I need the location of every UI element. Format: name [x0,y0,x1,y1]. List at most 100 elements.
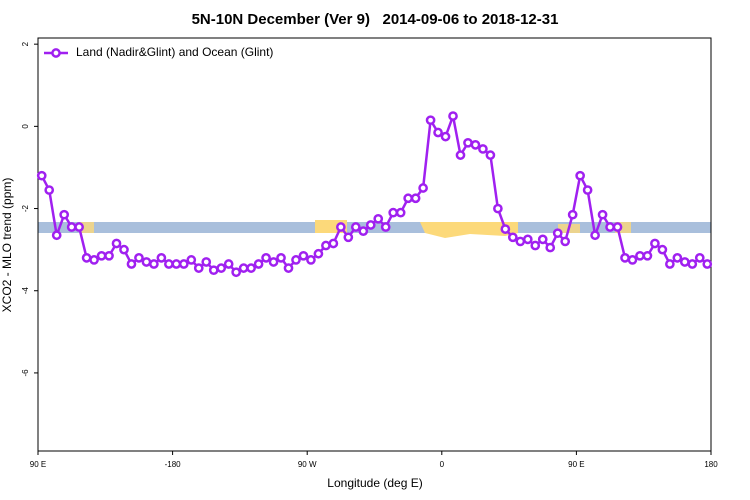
data-point [530,240,541,251]
y-tick-label: -6 [21,369,30,377]
legend-marker [51,48,61,58]
data-point [635,250,645,261]
data-point [156,253,167,263]
data-point [702,259,713,269]
data-point [694,253,705,263]
data-point [545,242,556,253]
plot-frame [37,37,712,452]
data-point [119,244,129,255]
data-point [231,267,242,278]
data-point [463,137,473,148]
y-tick-label: 0 [21,124,30,129]
data-point [567,209,578,220]
x-tick-label: 90 E [568,460,584,469]
data-point [96,250,107,261]
data-point [425,115,436,126]
data-point [193,263,204,273]
data-point [74,222,84,232]
data-point [223,259,234,269]
data-point [44,185,55,195]
data-point [343,232,354,243]
data-point [478,144,488,154]
data-point [51,230,62,241]
data-point [679,257,690,267]
series-line [40,111,709,274]
data-point [321,240,331,251]
data-point [253,259,264,269]
y-tick-label: -2 [21,204,30,212]
data-point [500,224,511,234]
x-tick-label: 180 [704,460,718,469]
y-tick-label: -4 [21,287,30,295]
data-point [627,255,638,265]
data-point [493,203,503,214]
data-point [350,222,361,232]
data-point [261,253,271,263]
data-point [373,213,384,224]
data-point [522,234,533,245]
data-point [665,259,675,269]
data-point [395,207,406,218]
data-point [552,228,563,239]
data-point [201,257,212,267]
data-point [268,257,279,267]
x-axis-label: Longitude (deg E) [327,476,422,490]
data-point [283,263,294,273]
data-point [582,185,593,195]
data-point [455,150,466,160]
data-point [388,207,399,218]
data-point [59,209,70,220]
data-point [418,183,428,193]
data-point [149,259,159,269]
x-tick-label: -180 [165,460,182,469]
data-point [313,248,324,259]
data-point [336,222,346,232]
data-point [164,259,174,269]
data-point [575,170,585,181]
data-point [216,263,227,273]
land-patch [615,222,631,233]
data-point [470,139,481,150]
data-point [291,255,301,265]
data-point [246,263,256,273]
data-point [403,193,413,204]
data-point [560,236,571,247]
data-point [485,150,496,160]
data-point [612,222,623,232]
data-point [433,127,443,138]
data-point [537,234,548,245]
x-tick-label: 0 [440,460,445,469]
data-point [306,255,316,265]
data-point [134,253,144,263]
data-point [36,170,47,181]
data-point [642,250,653,261]
data-point [687,259,698,269]
data-point [672,253,683,263]
data-point [448,111,458,121]
data-point [605,222,615,232]
data-point [590,230,600,241]
data-point [620,253,630,263]
data-point [89,255,99,265]
data-point [171,259,182,269]
data-point [365,220,376,230]
data-point [104,250,114,261]
data-point [650,238,660,249]
data-point [208,265,219,276]
data-point [178,259,189,269]
data-point [410,193,421,204]
data-point [657,244,668,255]
chart-title: 5N-10N December (Ver 9) 2014-09-06 to 20… [192,11,559,28]
x-tick-label: 90 W [298,460,317,469]
data-point [597,209,608,220]
data-point [515,236,526,247]
data-point [380,222,391,232]
data-point [298,250,309,261]
land-patch [420,222,518,238]
x-tick-label: 90 E [30,460,46,469]
data-point [358,226,369,236]
data-point [238,263,249,273]
data-point [141,257,152,267]
legend-label: Land (Nadir&Glint) and Ocean (Glint) [76,45,273,59]
